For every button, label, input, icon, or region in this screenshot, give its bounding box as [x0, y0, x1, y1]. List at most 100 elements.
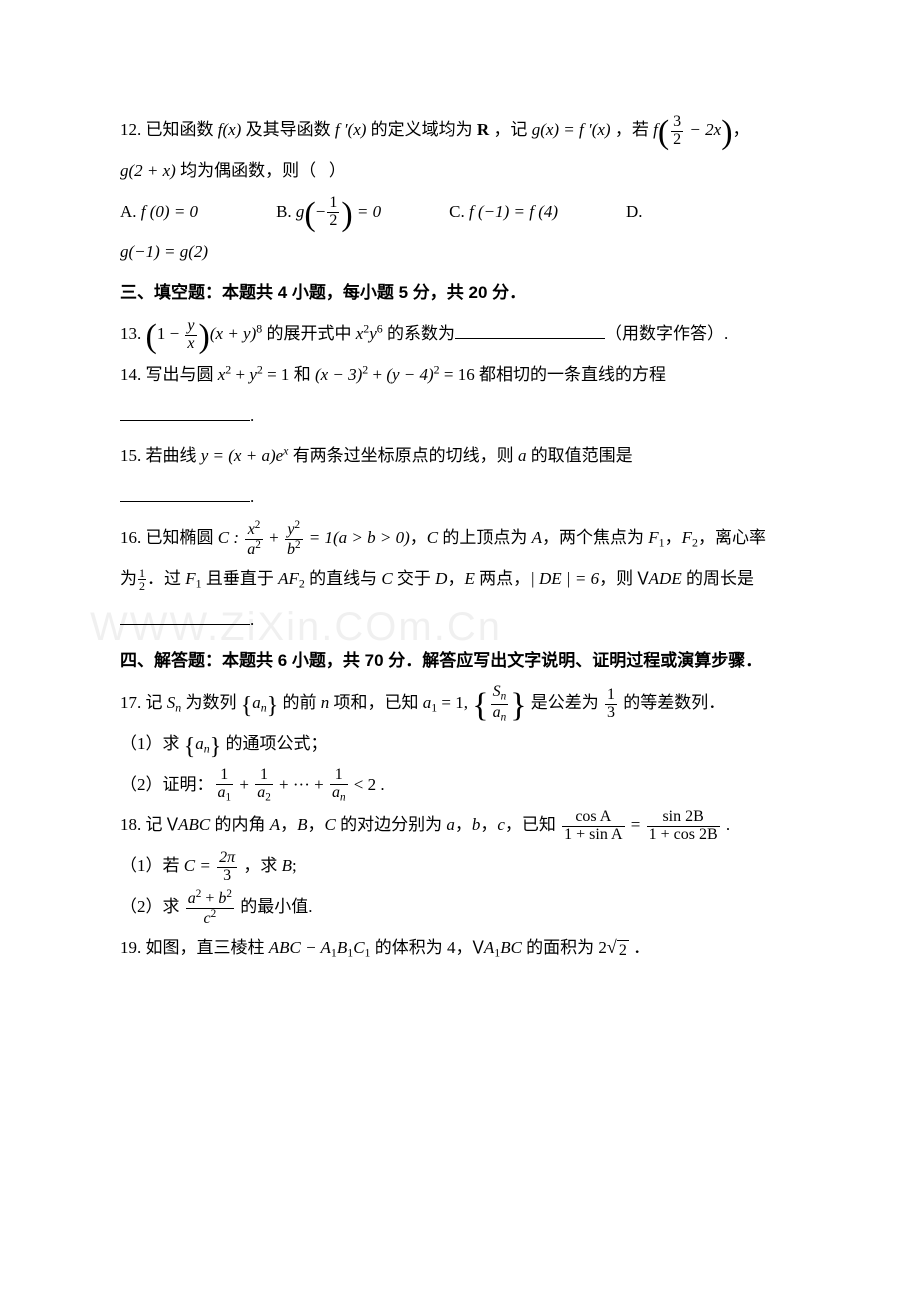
tail: 的最小值.: [236, 897, 313, 916]
d: 1 + sin A: [562, 826, 624, 844]
lead: （2）证明：: [120, 775, 214, 794]
t: 两点，: [475, 569, 530, 588]
q12-comma: ，: [733, 120, 750, 139]
period: .: [250, 406, 254, 425]
t: 的等差数列．: [619, 693, 725, 712]
opt-body: g(−1) = g(2): [120, 242, 208, 261]
B: B: [282, 856, 292, 875]
lead: 19. 如图，直三棱柱: [120, 938, 269, 957]
p: 2: [211, 908, 217, 920]
n: n: [501, 691, 507, 703]
Ceq: C =: [184, 856, 215, 875]
c: c: [497, 815, 505, 834]
frac-num: 3: [671, 114, 683, 131]
q12-R: R: [477, 120, 489, 139]
q12-g2x: g(2 + x): [120, 161, 176, 180]
comma: ，: [665, 528, 682, 547]
q12-optB: B. g(−12) = 0: [226, 192, 409, 233]
p: 2: [255, 519, 261, 531]
d: a1: [216, 784, 234, 804]
frac-den: an: [491, 704, 509, 724]
t: 的周长是: [682, 569, 754, 588]
rparen-icon: ): [341, 196, 352, 233]
q12-line2: g(2 + x) 均为偶函数，则（ ）: [120, 151, 805, 192]
a: a: [195, 734, 204, 753]
q13-blank[interactable]: [455, 323, 605, 339]
lead: （1）若: [120, 856, 184, 875]
mid: 的面积为: [522, 938, 599, 957]
radical-icon: √: [607, 938, 617, 956]
q12-fpx: f ′(x): [335, 120, 367, 139]
C: C: [324, 815, 335, 834]
t: ，已知: [505, 815, 560, 834]
plus: +: [235, 775, 253, 794]
q12-optB-frac: 12: [327, 195, 339, 230]
d: 3: [605, 704, 617, 722]
q14-blank[interactable]: [120, 404, 250, 420]
xm3: (x − 3): [315, 365, 362, 384]
neg-sign: −: [316, 202, 326, 221]
comma: ，: [410, 528, 427, 547]
F: F: [682, 528, 692, 547]
q16-blank[interactable]: [120, 608, 250, 624]
d: an: [330, 784, 348, 804]
q17-p2: （2）证明：1a1 + 1a2 + ··· + 1an < 2 .: [120, 765, 805, 806]
lead: 18. 记: [120, 815, 167, 834]
rbrace-icon: }: [510, 687, 526, 724]
A: A: [270, 815, 280, 834]
q15-blank[interactable]: [120, 486, 250, 502]
ABC: ABC: [178, 815, 210, 834]
inv-a1: 1a1: [216, 767, 234, 804]
q15-line2: .: [120, 477, 805, 518]
period: .: [722, 815, 731, 834]
q14-line2: .: [120, 396, 805, 437]
frac-den: 2: [671, 131, 683, 149]
q16: 16. 已知椭圆 C : x2a2 + y2b2 = 1(a > b > 0)，…: [120, 518, 805, 559]
q13-frac-yx: yx: [185, 318, 196, 353]
n: a2 + b2: [186, 889, 234, 908]
frac-den: b2: [285, 539, 303, 559]
lparen-icon: (: [146, 318, 157, 355]
wei: 为: [120, 569, 137, 588]
S: S: [167, 693, 176, 712]
n: n: [501, 711, 507, 723]
t: 的内角: [210, 815, 270, 834]
dots: + ··· +: [275, 775, 328, 794]
a: a: [218, 784, 226, 801]
a: a: [493, 704, 501, 721]
A: A: [532, 528, 542, 547]
t: ．过: [147, 569, 185, 588]
t: 的直线与: [305, 569, 382, 588]
lead: 17. 记: [120, 693, 167, 712]
q14-tail: 都相切的一条直线的方程: [475, 365, 666, 384]
semi: ;: [292, 856, 297, 875]
B: B: [337, 938, 347, 957]
a: a: [446, 815, 455, 834]
opt-lead: A.: [120, 202, 141, 221]
rparen-icon: ): [199, 318, 210, 355]
eq: =: [627, 815, 645, 834]
C: C :: [218, 528, 244, 547]
n: 1: [605, 687, 617, 704]
p: 2: [226, 888, 232, 900]
frac-num: Sn: [491, 684, 509, 703]
q13: 13. (1 − yx)(x + y)8 的展开式中 x2y6 的系数为（用数字…: [120, 314, 805, 355]
q12-optD-body: g(−1) = g(2): [120, 232, 805, 273]
triangle-icon: V: [167, 803, 178, 848]
mid: 的上顶点为: [438, 528, 532, 547]
section-3-heading: 三、填空题：本题共 4 小题，每小题 5 分，共 20 分．: [120, 273, 805, 314]
a: a: [332, 784, 340, 801]
eq16: = 16: [440, 365, 475, 384]
F: F: [648, 528, 658, 547]
period: .: [250, 610, 254, 629]
d: c2: [186, 908, 234, 928]
c: c: [204, 910, 211, 927]
q12: 12. 已知函数 f(x) 及其导函数 f ′(x) 的定义域均为 R ，记 g…: [120, 110, 805, 151]
and: 和: [289, 365, 315, 384]
opt-lead: C.: [449, 202, 469, 221]
xy: (x + y): [210, 324, 256, 343]
q13-lead: 13.: [120, 324, 146, 343]
lead: （1）求: [120, 734, 184, 753]
ym4: (y − 4): [386, 365, 433, 384]
lbrace-icon: {: [241, 693, 253, 719]
